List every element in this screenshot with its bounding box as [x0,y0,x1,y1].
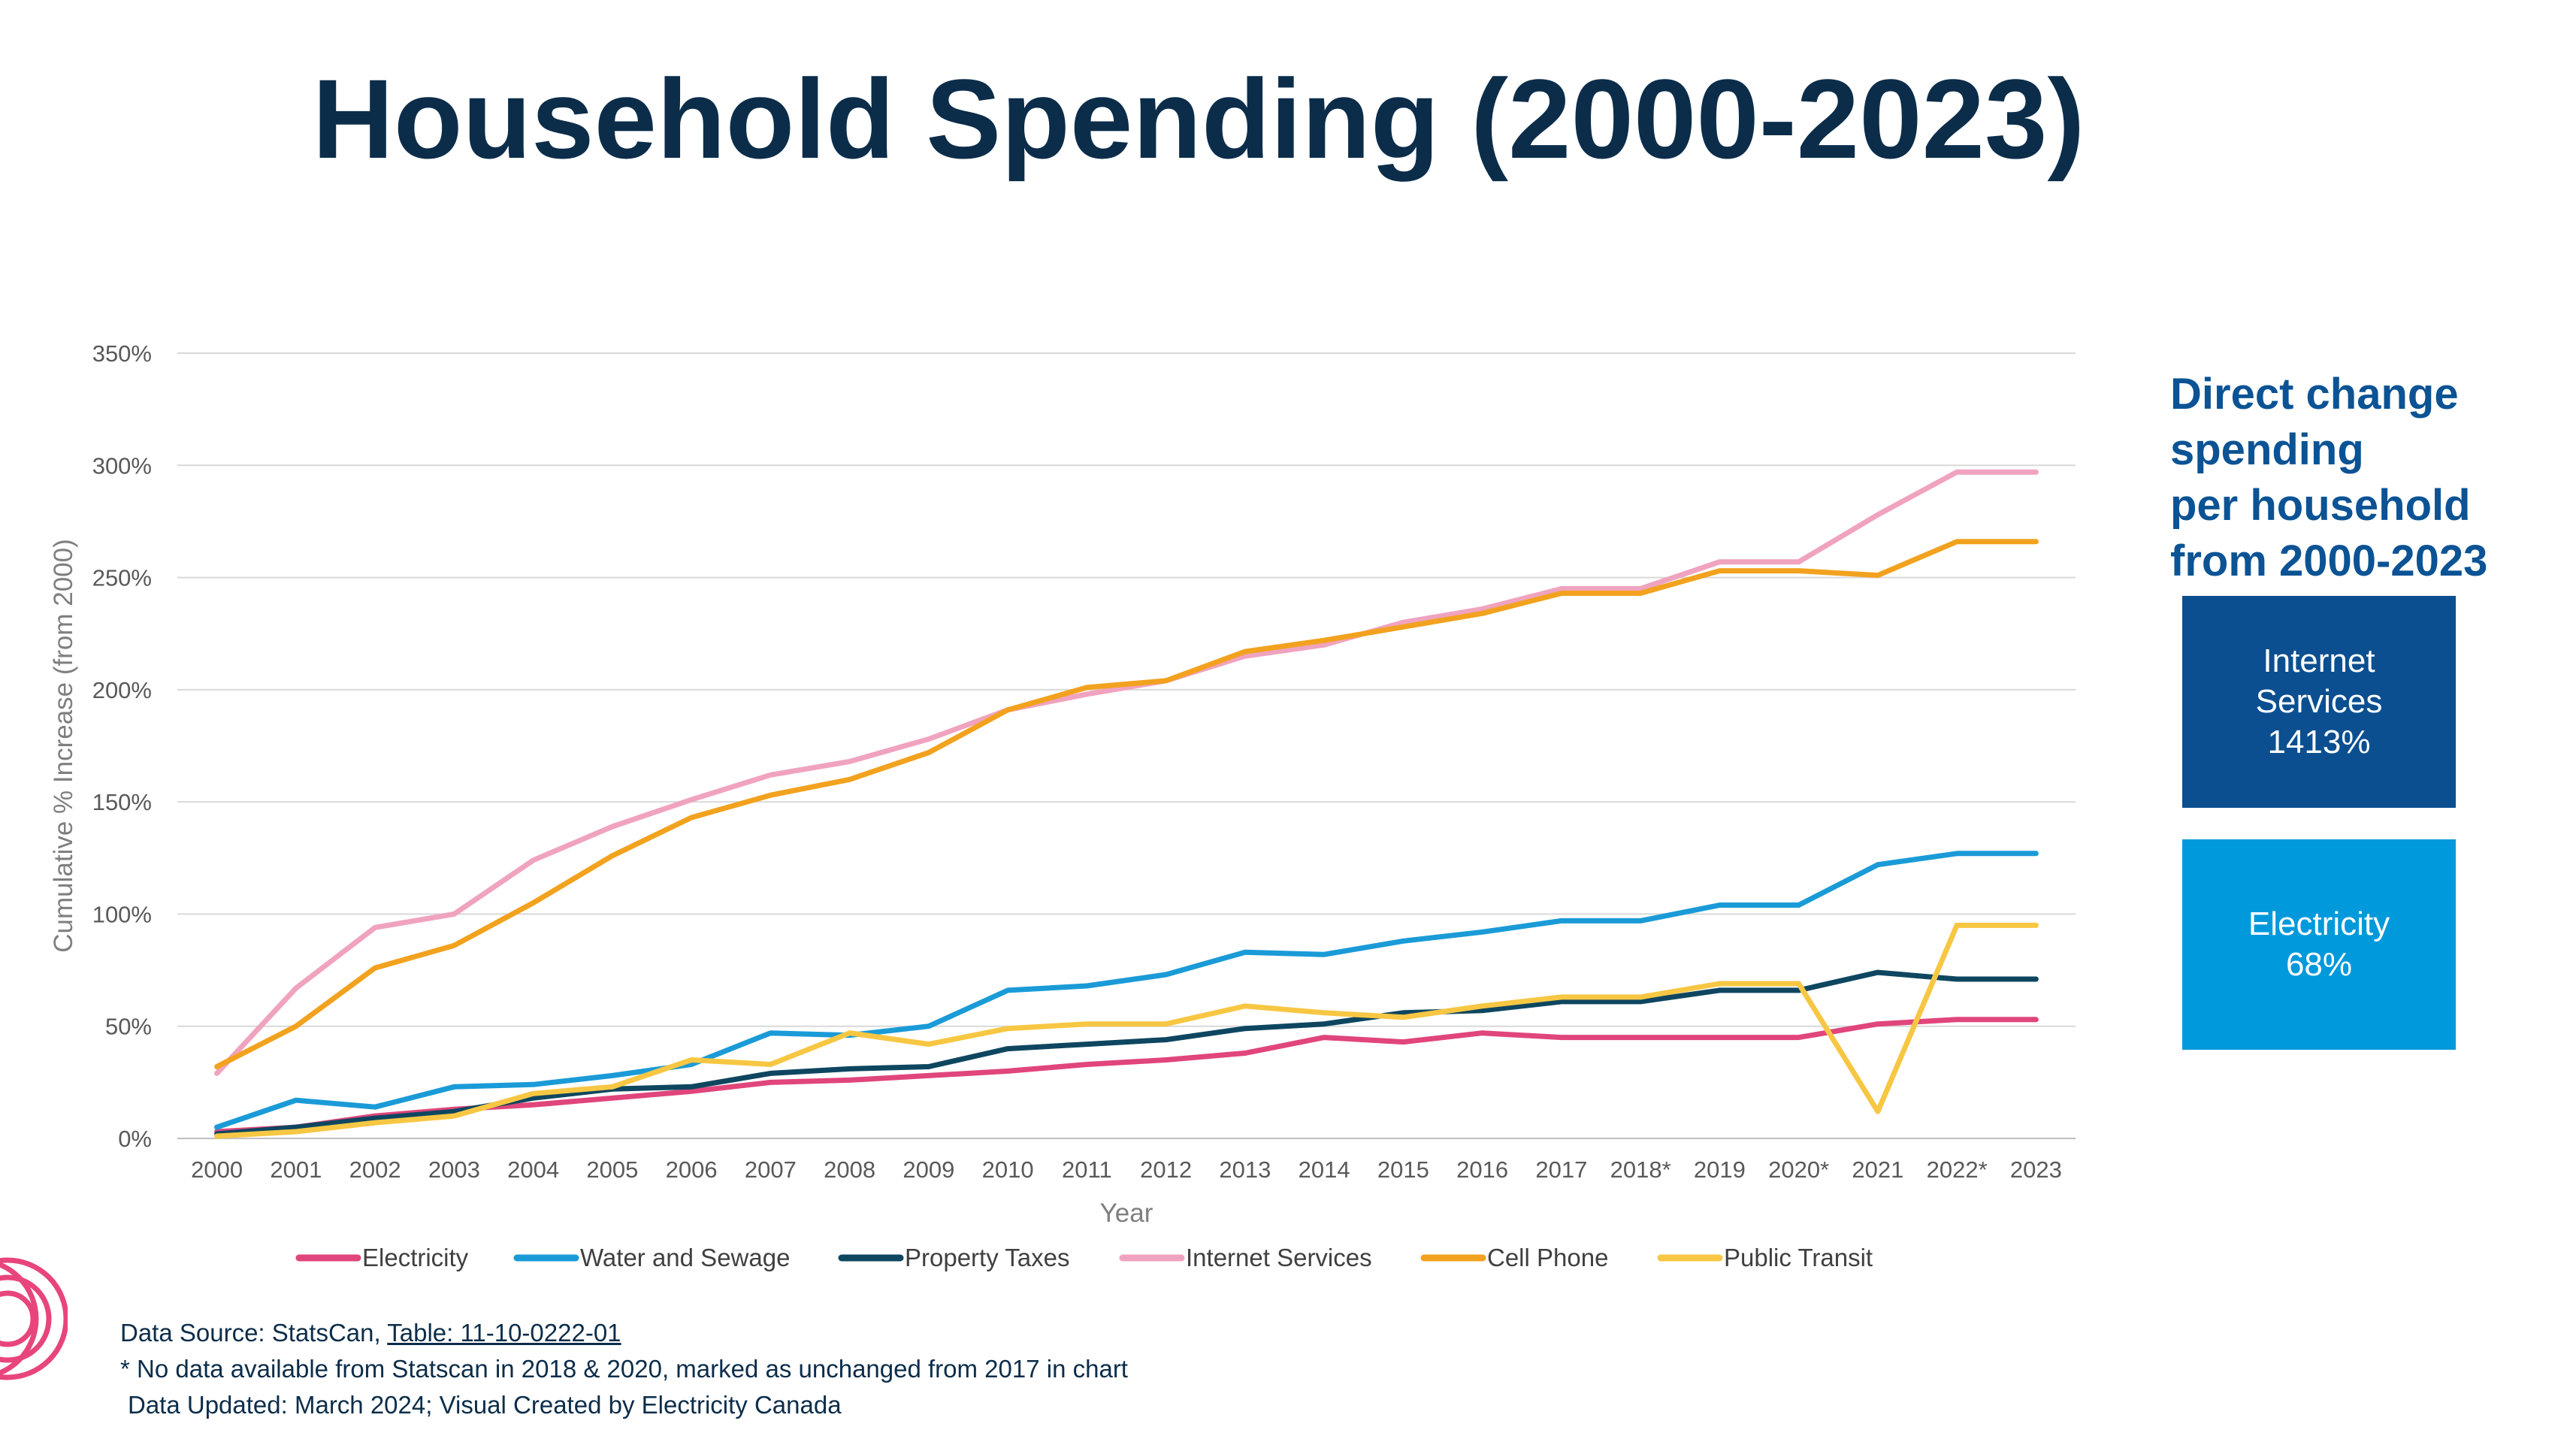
legend-label: Public Transit [1724,1244,1873,1271]
series-line-public-transit [214,922,2039,1139]
x-tick-label: 2015 [1377,1156,1429,1183]
series-lines [214,469,2039,1139]
side-heading-line: from 2000-2023 [2170,537,2488,585]
internet-services-change-box: Internet Services 1413% [2182,596,2456,808]
data-source-line: Data Source: StatsCan, Table: 11-10-0222… [120,1315,1128,1351]
legend-item: Property Taxes [838,1244,1070,1271]
legend-label: Electricity [362,1244,469,1271]
data-source-text: Data Source: StatsCan, [120,1319,388,1347]
x-tick-label: 2009 [903,1156,954,1183]
x-tick-label: 2022* [1927,1156,1988,1183]
x-tick-label: 2019 [1694,1156,1746,1183]
y-tick-label: 300% [92,452,152,479]
x-tick-label: 2002 [349,1156,401,1183]
x-tick-label: 2004 [507,1156,559,1183]
side-heading-line: per household [2170,481,2471,530]
side-panel-heading: Direct change spending per household fro… [2170,367,2561,589]
x-tick-label: 2003 [428,1156,480,1183]
legend-label: Water and Sewage [580,1244,790,1271]
y-tick-label: 200% [92,677,152,703]
source-table-link[interactable]: Table: 11-10-0222-01 [387,1319,621,1347]
series-line-water-and-sewage [214,851,2039,1130]
y-tick-label: 150% [92,789,152,815]
electricity-canada-logo-icon [0,1257,68,1380]
data-updated-note: Data Updated: March 2024; Visual Created… [128,1391,842,1419]
series-line-internet-services [214,469,2039,1076]
legend: Electricity Water and Sewage Property Taxe… [295,1244,1873,1271]
y-tick-label: 250% [92,565,152,591]
x-tick-label: 2021 [1852,1156,1903,1183]
legend-item: Cell Phone [1420,1244,1608,1271]
box-value: 68% [2285,946,2353,983]
y-tick-label: 100% [92,901,152,927]
y-tick-label: 50% [105,1014,152,1040]
y-tick-label: 0% [118,1126,152,1152]
x-tick-label: 2008 [824,1156,875,1183]
series-line-property-taxes [214,969,2039,1137]
x-tick-label: 2007 [745,1156,797,1183]
x-tick-label: 2017 [1535,1156,1587,1183]
footer-notes: Data Source: StatsCan, Table: 11-10-0222… [120,1315,1128,1423]
y-axis-title: Cumulative % Increase (from 2000) [49,539,78,953]
series-line-electricity [214,1017,2039,1135]
x-tick-label: 2010 [982,1156,1034,1183]
legend-label: Property Taxes [905,1244,1070,1271]
x-axis-ticks: 2000 2001 2002 2003 2004 2005 2006 2007 2008 2009… [191,1156,2062,1183]
no-data-note: * No data available from Statscan in 201… [120,1355,1128,1383]
page-title: Household Spending (2000-2023) [312,56,2085,182]
legend-item: Public Transit [1657,1244,1873,1271]
box-label-line: Services [2255,683,2383,720]
x-tick-label: 2012 [1140,1156,1192,1183]
x-tick-label: 2014 [1299,1156,1350,1183]
x-tick-label: 2001 [270,1156,322,1183]
x-tick-label: 2005 [586,1156,638,1183]
electricity-change-box: Electricity 68% [2182,839,2456,1050]
x-tick-label: 2018* [1610,1156,1671,1183]
x-tick-label: 2016 [1456,1156,1508,1183]
x-tick-label: 2023 [2010,1156,2062,1183]
box-value: 1413% [2267,724,2371,760]
side-heading-line: Direct change [2170,370,2459,419]
x-tick-label: 2000 [191,1156,243,1183]
legend-item: Electricity [295,1244,469,1271]
x-tick-label: 2020* [1768,1156,1829,1183]
box-label-line: Internet [2263,642,2375,679]
x-tick-label: 2013 [1219,1156,1271,1183]
legend-item: Internet Services [1119,1244,1372,1271]
x-tick-label: 2006 [666,1156,718,1183]
grid-lines [177,352,2076,1139]
box-label-line: Electricity [2248,905,2390,942]
y-tick-label: 350% [92,340,152,367]
series-line-cell-phone [214,539,2039,1069]
side-heading-line: spending [2170,425,2364,474]
legend-label: Cell Phone [1487,1244,1608,1271]
x-tick-label: 2011 [1062,1156,1112,1183]
legend-label: Internet Services [1186,1244,1372,1271]
legend-item: Water and Sewage [513,1244,790,1271]
y-axis-ticks: 0% 50% 100% 150% 200% 250% 300% 350% [92,340,152,1152]
x-axis-title: Year [1100,1199,1153,1228]
